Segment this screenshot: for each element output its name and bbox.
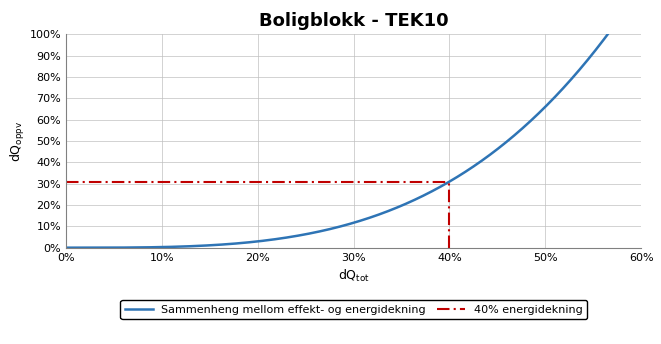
Sammenheng mellom effekt- og energidekning: [434, 186, 442, 190]
X-axis label: dQ$_\mathregular{tot}$: dQ$_\mathregular{tot}$: [338, 268, 369, 284]
Legend: Sammenheng mellom effekt- og energidekning, 40% energidekning: Sammenheng mellom effekt- og energidekni…: [120, 300, 587, 319]
40% energidekning: [446, 180, 453, 184]
Title: Boligblokk - TEK10: Boligblokk - TEK10: [259, 12, 448, 30]
Sammenheng mellom effekt- og energidekning: [485, 154, 492, 158]
Sammenheng mellom effekt- og energidekning: [118, 246, 126, 250]
40% energidekning: [62, 180, 70, 184]
Line: Sammenheng mellom effekt- og energidekning: Sammenheng mellom effekt- og energidekni…: [66, 34, 607, 248]
Sammenheng mellom effekt- og energidekning: [281, 236, 289, 240]
Sammenheng mellom effekt- og energidekning: [494, 147, 502, 151]
Sammenheng mellom effekt- og energidekning: [603, 32, 611, 36]
Y-axis label: dQ$_\mathregular{oppv}$: dQ$_\mathregular{oppv}$: [9, 120, 27, 162]
Sammenheng mellom effekt- og energidekning: [301, 233, 309, 237]
Sammenheng mellom effekt- og energidekning: [62, 246, 70, 250]
